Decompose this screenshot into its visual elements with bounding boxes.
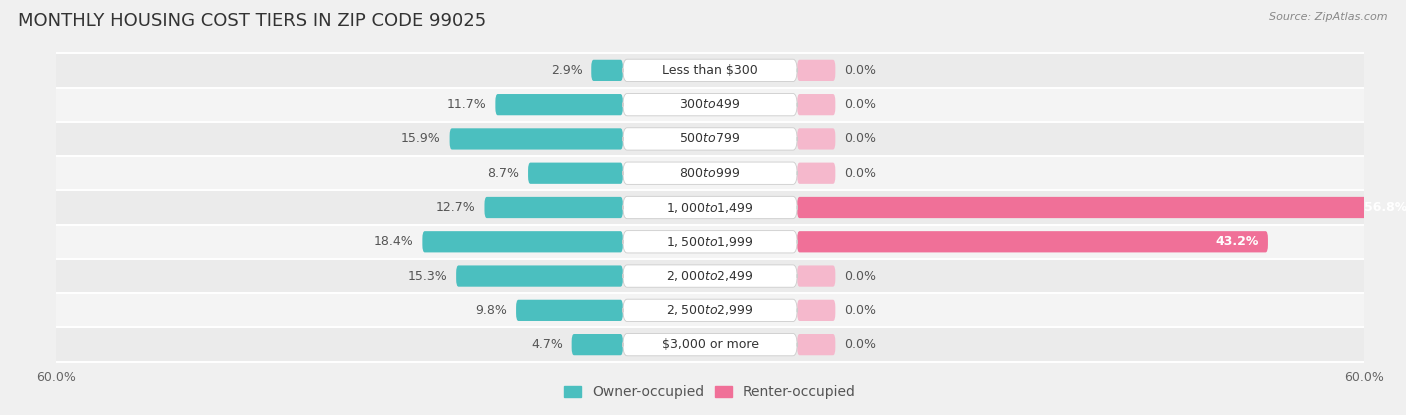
Bar: [35, 88, 1385, 122]
FancyBboxPatch shape: [623, 196, 797, 219]
Text: 0.0%: 0.0%: [844, 98, 876, 111]
Text: $300 to $499: $300 to $499: [679, 98, 741, 111]
Text: $2,000 to $2,499: $2,000 to $2,499: [666, 269, 754, 283]
Text: 0.0%: 0.0%: [844, 304, 876, 317]
FancyBboxPatch shape: [623, 299, 797, 322]
FancyBboxPatch shape: [797, 334, 835, 355]
Text: 0.0%: 0.0%: [844, 64, 876, 77]
FancyBboxPatch shape: [797, 94, 835, 115]
Text: Less than $300: Less than $300: [662, 64, 758, 77]
FancyBboxPatch shape: [456, 266, 623, 287]
Text: 4.7%: 4.7%: [531, 338, 562, 351]
Text: 12.7%: 12.7%: [436, 201, 475, 214]
FancyBboxPatch shape: [623, 231, 797, 253]
Text: 18.4%: 18.4%: [374, 235, 413, 248]
FancyBboxPatch shape: [450, 128, 623, 149]
Text: $500 to $799: $500 to $799: [679, 132, 741, 145]
Bar: [35, 53, 1385, 88]
FancyBboxPatch shape: [623, 162, 797, 184]
FancyBboxPatch shape: [797, 60, 835, 81]
Text: 56.8%: 56.8%: [1364, 201, 1406, 214]
Text: $1,000 to $1,499: $1,000 to $1,499: [666, 200, 754, 215]
Bar: [35, 327, 1385, 362]
FancyBboxPatch shape: [485, 197, 623, 218]
Text: $800 to $999: $800 to $999: [679, 167, 741, 180]
FancyBboxPatch shape: [623, 93, 797, 116]
Legend: Owner-occupied, Renter-occupied: Owner-occupied, Renter-occupied: [564, 385, 856, 399]
FancyBboxPatch shape: [422, 231, 623, 252]
FancyBboxPatch shape: [797, 300, 835, 321]
Bar: [35, 259, 1385, 293]
FancyBboxPatch shape: [623, 59, 797, 81]
Text: Source: ZipAtlas.com: Source: ZipAtlas.com: [1270, 12, 1388, 22]
FancyBboxPatch shape: [797, 163, 835, 184]
FancyBboxPatch shape: [797, 231, 1268, 252]
FancyBboxPatch shape: [572, 334, 623, 355]
Text: 0.0%: 0.0%: [844, 132, 876, 145]
FancyBboxPatch shape: [797, 197, 1406, 218]
FancyBboxPatch shape: [797, 266, 835, 287]
Text: 15.9%: 15.9%: [401, 132, 441, 145]
Text: 9.8%: 9.8%: [475, 304, 508, 317]
Text: 0.0%: 0.0%: [844, 338, 876, 351]
Text: 2.9%: 2.9%: [551, 64, 582, 77]
FancyBboxPatch shape: [623, 265, 797, 287]
FancyBboxPatch shape: [623, 334, 797, 356]
Text: $3,000 or more: $3,000 or more: [662, 338, 758, 351]
Text: $2,500 to $2,999: $2,500 to $2,999: [666, 303, 754, 317]
FancyBboxPatch shape: [592, 60, 623, 81]
Bar: [35, 156, 1385, 190]
Text: $1,500 to $1,999: $1,500 to $1,999: [666, 235, 754, 249]
Bar: [35, 122, 1385, 156]
FancyBboxPatch shape: [797, 128, 835, 149]
Bar: [35, 225, 1385, 259]
Text: 0.0%: 0.0%: [844, 167, 876, 180]
Text: MONTHLY HOUSING COST TIERS IN ZIP CODE 99025: MONTHLY HOUSING COST TIERS IN ZIP CODE 9…: [18, 12, 486, 30]
FancyBboxPatch shape: [623, 128, 797, 150]
FancyBboxPatch shape: [516, 300, 623, 321]
Bar: [35, 190, 1385, 225]
Text: 8.7%: 8.7%: [488, 167, 519, 180]
Text: 0.0%: 0.0%: [844, 270, 876, 283]
Text: 11.7%: 11.7%: [447, 98, 486, 111]
Text: 43.2%: 43.2%: [1216, 235, 1260, 248]
FancyBboxPatch shape: [529, 163, 623, 184]
FancyBboxPatch shape: [495, 94, 623, 115]
Bar: [35, 293, 1385, 327]
Text: 15.3%: 15.3%: [408, 270, 447, 283]
